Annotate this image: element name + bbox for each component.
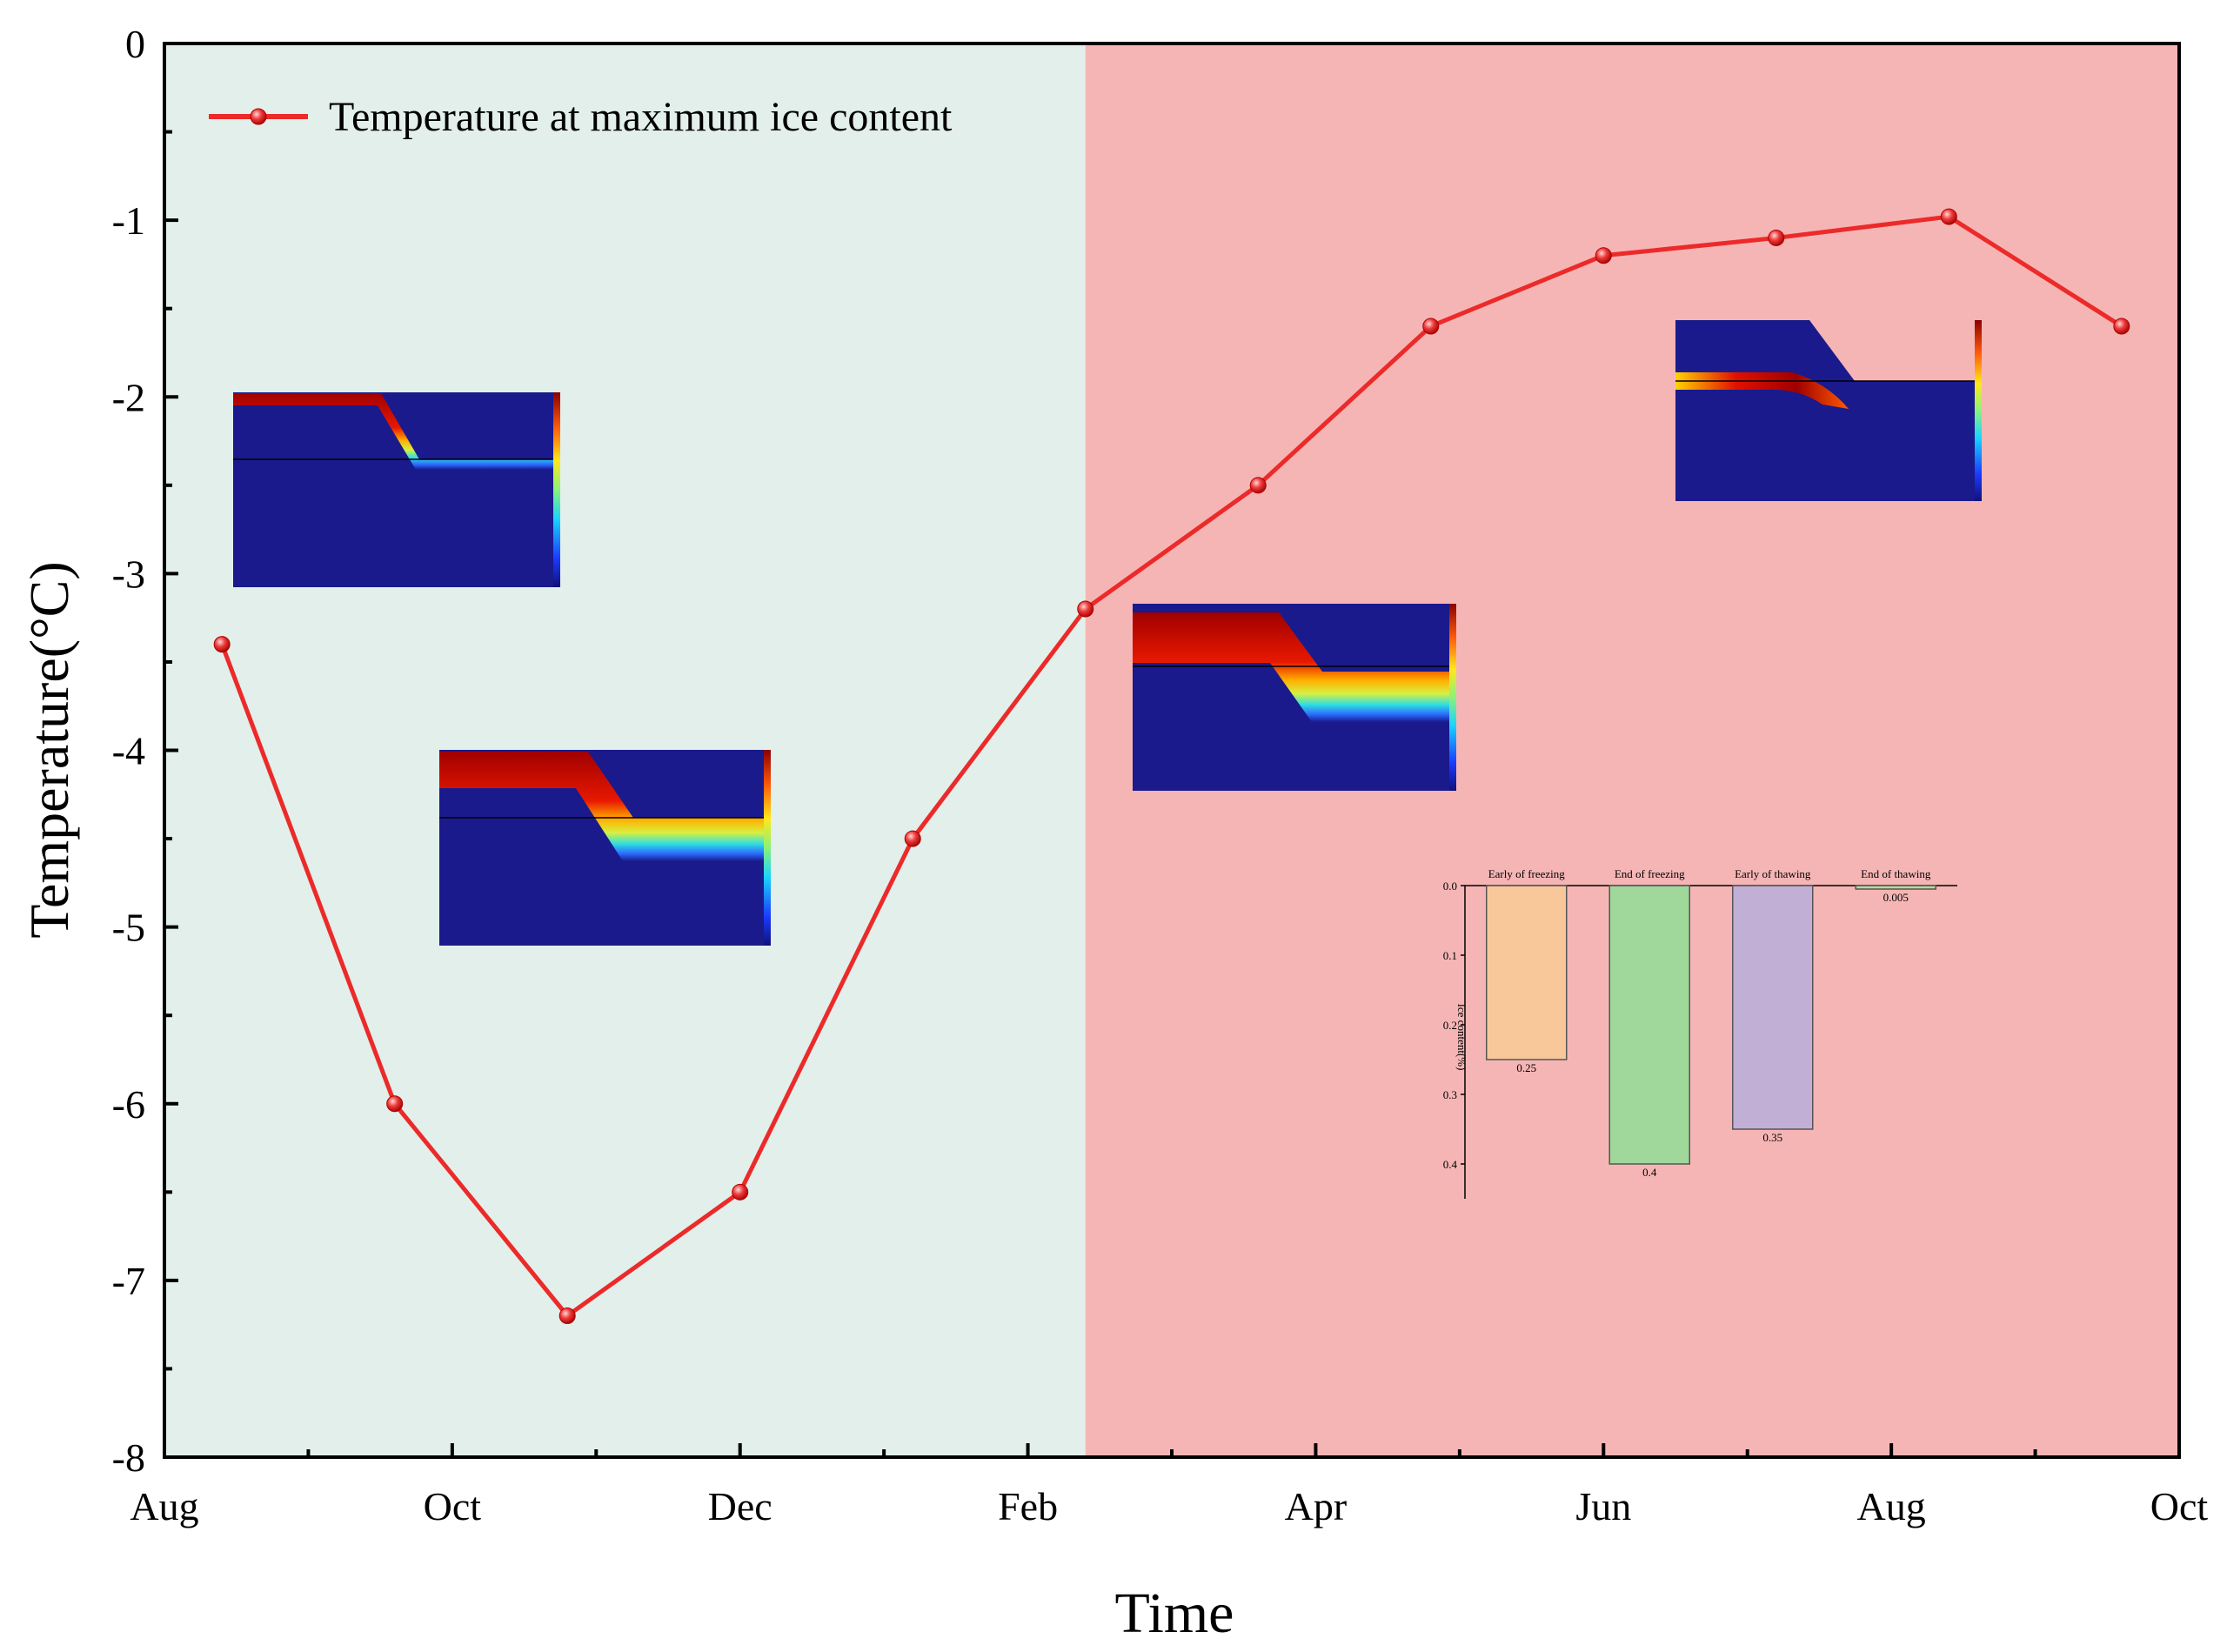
y-tick-label: -8 bbox=[112, 1435, 145, 1480]
data-point bbox=[732, 1183, 749, 1201]
data-point bbox=[386, 1095, 404, 1113]
bar bbox=[1855, 885, 1936, 890]
x-tick-label: Apr bbox=[1285, 1484, 1348, 1528]
data-point bbox=[1595, 247, 1612, 264]
bar-inset-y-tick-label: 0.4 bbox=[1443, 1158, 1458, 1171]
y-tick-label: -7 bbox=[112, 1259, 145, 1303]
data-point bbox=[213, 636, 231, 653]
y-tick-label: -6 bbox=[112, 1082, 145, 1127]
bar-value-label: 0.35 bbox=[1762, 1131, 1782, 1144]
data-point bbox=[1768, 229, 1785, 246]
y-axis: 0 -1 -2 -3 -4 -5 -6 -7 -8 bbox=[112, 22, 178, 1480]
legend-marker bbox=[250, 108, 267, 125]
end-freezing-contour bbox=[439, 750, 771, 946]
y-tick-label: -3 bbox=[112, 552, 145, 596]
data-point bbox=[1422, 318, 1440, 335]
x-axis-title: Time bbox=[1115, 1582, 1234, 1645]
x-tick-label: Oct bbox=[2150, 1484, 2209, 1528]
ice-content-bar-chart: Ice content(%) 0.0 0.1 0.2 0.3 0.4 Early of f… bbox=[1443, 867, 1957, 1199]
y-tick-label: -5 bbox=[112, 906, 145, 950]
bar-category-label: End of freezing bbox=[1615, 867, 1685, 880]
bar-inset-y-tick-label: 0.1 bbox=[1443, 949, 1457, 962]
bar bbox=[1486, 885, 1568, 1060]
data-point bbox=[558, 1308, 576, 1324]
early-freezing-contour bbox=[233, 392, 560, 587]
y-tick-label: 0 bbox=[125, 22, 145, 66]
legend: Temperature at maximum ice content bbox=[209, 94, 953, 140]
x-tick-label: Aug bbox=[1857, 1484, 1926, 1528]
bar-category-label: Early of thawing bbox=[1735, 867, 1811, 880]
bar-category-label: End of thawing bbox=[1861, 867, 1931, 880]
x-tick-label: Dec bbox=[708, 1484, 772, 1528]
bar-value-label: 0.4 bbox=[1642, 1166, 1657, 1179]
bar bbox=[1608, 885, 1690, 1165]
data-point bbox=[1077, 600, 1094, 618]
bar bbox=[1732, 885, 1814, 1130]
y-axis-title: Temperature(°C) bbox=[18, 561, 80, 938]
data-point bbox=[1249, 477, 1267, 494]
x-axis: Aug Oct Dec Feb Apr Jun Aug Oct bbox=[130, 1443, 2208, 1528]
early-thawing-contour bbox=[1133, 604, 1456, 791]
end-thawing-contour bbox=[1675, 320, 1982, 501]
x-tick-label: Jun bbox=[1575, 1484, 1631, 1528]
bar-inset-y-tick-label: 0.0 bbox=[1443, 880, 1457, 893]
shaded-regions bbox=[164, 43, 2179, 1457]
bar-inset-y-tick-label: 0.2 bbox=[1443, 1019, 1457, 1032]
series-line bbox=[219, 214, 2123, 1318]
bar-inset-ylabel: Ice content(%) bbox=[1455, 1004, 1468, 1071]
y-tick-label: -2 bbox=[112, 375, 145, 419]
data-point bbox=[2113, 318, 2130, 335]
data-point bbox=[1940, 208, 1957, 225]
data-point bbox=[904, 830, 921, 847]
bar-value-label: 0.25 bbox=[1516, 1061, 1536, 1074]
y-tick-label: -1 bbox=[112, 198, 145, 243]
bar-category-label: Early of freezing bbox=[1488, 867, 1566, 880]
x-tick-label: Aug bbox=[130, 1484, 198, 1528]
x-tick-label: Feb bbox=[998, 1484, 1058, 1528]
legend-label: Temperature at maximum ice content bbox=[329, 94, 953, 140]
series-group bbox=[213, 208, 2130, 1324]
x-tick-label: Oct bbox=[424, 1484, 482, 1528]
y-tick-label: -4 bbox=[112, 729, 145, 773]
bar-inset-y-tick-label: 0.3 bbox=[1443, 1088, 1457, 1101]
bar-value-label: 0.005 bbox=[1883, 891, 1909, 904]
